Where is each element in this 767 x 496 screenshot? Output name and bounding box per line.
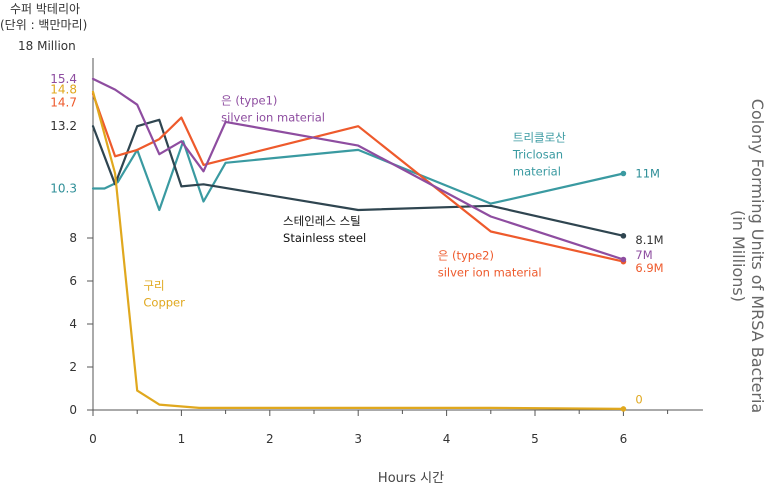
- series-stainless: 8.1M 스테인레스 스틸 Stainless steel: [91, 118, 664, 247]
- start-value-label: 14.7: [50, 96, 77, 110]
- start-value-label: 10.3: [50, 182, 77, 196]
- series-type2: 6.9M 은 (type2) silver ion material: [91, 92, 664, 280]
- end-point-stainless: [620, 233, 627, 239]
- series-copper: 0 구리 Copper: [91, 90, 643, 412]
- x-tick-label: 3: [354, 432, 362, 446]
- series-line-copper: [91, 90, 625, 410]
- x-tick-label: 1: [178, 432, 186, 446]
- x-tick-label: 5: [531, 432, 539, 446]
- series-label-stainless: 스테인레스 스틸: [283, 214, 361, 228]
- y-unit-label-korean-1: 수퍼 박테리아: [10, 2, 80, 16]
- series-layer: 11M 트리클로산 Triclosan material 8.1M 스테인레스 스틸 Sta…: [91, 77, 664, 412]
- end-point-type1: [620, 256, 627, 263]
- end-value-label-type2: 6.9M: [635, 261, 663, 275]
- series-label-stainless: Stainless steel: [283, 231, 366, 245]
- y-tick-label: 0: [69, 403, 77, 417]
- series-label-triclosan: 트리클로산: [513, 130, 566, 144]
- x-tick-label: 6: [620, 432, 628, 446]
- series-label-type1: 은 (type1): [221, 94, 277, 108]
- x-axis-title: Hours 시간: [378, 471, 444, 486]
- end-value-label-stainless: 8.1M: [635, 233, 663, 247]
- y-unit-label-korean-2: (단위 : 백만마리): [0, 18, 87, 32]
- y-tick-label: 8: [69, 231, 77, 245]
- series-label-copper: 구리: [143, 279, 164, 293]
- start-value-label: 15.4: [50, 72, 77, 86]
- x-tick-label: 4: [443, 432, 451, 446]
- y-tick-label: 2: [69, 360, 77, 374]
- y-tick-label: 4: [69, 317, 77, 331]
- series-label-type1: silver ion material: [221, 111, 325, 125]
- end-value-label-type1: 7M: [635, 248, 652, 262]
- series-label-triclosan: material: [513, 164, 561, 178]
- x-tick-label: 2: [266, 432, 274, 446]
- end-point-copper: [620, 406, 627, 412]
- series-type1: 7M 은 (type1) silver ion material: [91, 77, 653, 263]
- y-top-label: 18 Million: [18, 39, 76, 53]
- start-value-label: 13.2: [50, 119, 77, 133]
- end-value-label-triclosan: 11M: [635, 167, 660, 181]
- end-value-label-copper: 0: [635, 392, 642, 406]
- right-axis-title-line-2: (in Millions): [729, 210, 748, 302]
- series-label-triclosan: Triclosan: [512, 147, 563, 161]
- series-line-triclosan: [91, 140, 625, 212]
- start-value-label: 14.8: [50, 83, 77, 97]
- x-tick-label: 0: [89, 432, 97, 446]
- series-triclosan: 11M 트리클로산 Triclosan material: [91, 130, 660, 212]
- end-point-triclosan: [620, 170, 627, 177]
- series-label-type2: silver ion material: [438, 266, 542, 280]
- axes: 0 1 2 3 4 5 6 0 2 4 6 8 15.414.814.7 13.2 10.3: [50, 58, 703, 446]
- y-tick-label: 6: [69, 274, 77, 288]
- right-axis-title-line-1: Colony Forming Units of MRSA Bacteria: [748, 99, 767, 413]
- series-label-copper: Copper: [143, 296, 185, 310]
- series-label-type2: 은 (type2): [438, 249, 494, 263]
- series-line-type1: [91, 77, 625, 261]
